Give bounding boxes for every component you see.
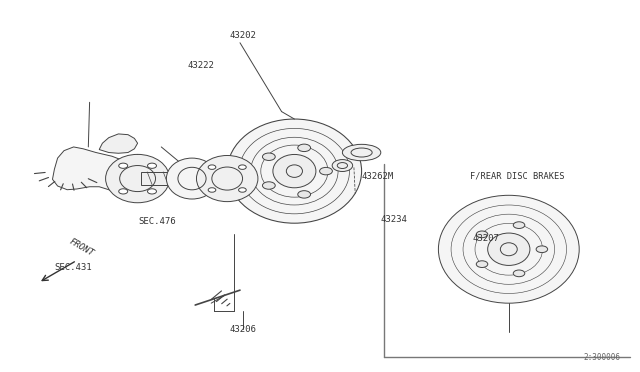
Ellipse shape (166, 158, 218, 199)
Ellipse shape (332, 160, 353, 171)
Text: 43206: 43206 (230, 325, 257, 334)
Ellipse shape (106, 154, 170, 203)
Ellipse shape (476, 231, 488, 238)
Ellipse shape (239, 188, 246, 192)
Text: F/REAR DISC BRAKES: F/REAR DISC BRAKES (470, 172, 564, 181)
Ellipse shape (227, 119, 362, 223)
Ellipse shape (298, 144, 310, 151)
Text: 43234: 43234 (381, 215, 408, 224)
Ellipse shape (147, 163, 156, 169)
Ellipse shape (147, 189, 156, 194)
Ellipse shape (273, 154, 316, 188)
Polygon shape (141, 172, 230, 185)
Ellipse shape (536, 246, 548, 253)
Ellipse shape (438, 195, 579, 303)
Text: 43202: 43202 (230, 31, 257, 40)
Ellipse shape (262, 153, 275, 160)
Text: 43207: 43207 (473, 234, 500, 243)
Ellipse shape (319, 167, 332, 175)
Ellipse shape (239, 165, 246, 169)
Text: SEC.431: SEC.431 (55, 263, 92, 272)
Text: 43262M: 43262M (362, 172, 394, 181)
Text: 43222: 43222 (188, 61, 214, 70)
Text: 2:300006: 2:300006 (584, 353, 621, 362)
Text: FRONT: FRONT (67, 237, 95, 259)
Ellipse shape (196, 155, 258, 202)
Polygon shape (52, 147, 141, 194)
Ellipse shape (488, 233, 530, 266)
Ellipse shape (342, 144, 381, 161)
Ellipse shape (513, 270, 525, 277)
Ellipse shape (298, 191, 310, 198)
Ellipse shape (119, 189, 128, 194)
Ellipse shape (476, 261, 488, 267)
Text: SEC.476: SEC.476 (138, 217, 175, 226)
Polygon shape (99, 134, 138, 153)
Ellipse shape (262, 182, 275, 189)
Ellipse shape (513, 222, 525, 228)
Ellipse shape (119, 163, 128, 169)
Ellipse shape (208, 188, 216, 192)
Ellipse shape (208, 165, 216, 169)
